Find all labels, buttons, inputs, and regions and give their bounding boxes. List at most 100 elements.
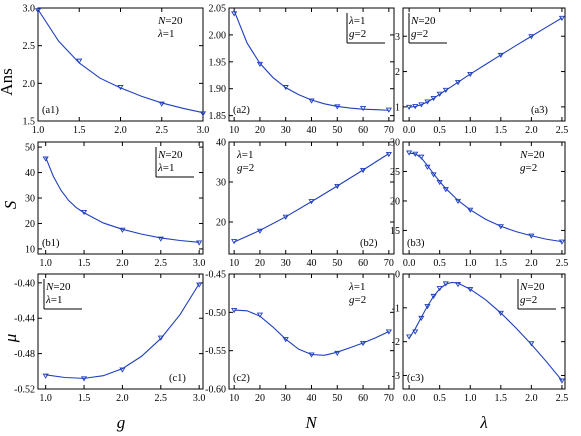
x-tick-label: 2.5: [556, 258, 569, 269]
data-point: [158, 101, 165, 107]
legend-value: =20: [165, 15, 183, 27]
data-point: [196, 240, 203, 246]
legend-symbol: N: [45, 281, 54, 293]
legend-symbol: N: [157, 15, 166, 27]
y-tick-label: 10: [25, 244, 35, 255]
data-point: [334, 183, 341, 190]
data-point: [454, 282, 462, 288]
data-point: [117, 85, 124, 91]
x-tick-label: 60: [358, 393, 368, 404]
legend-entry: N=20: [519, 281, 545, 293]
data-point: [282, 85, 289, 91]
legend-entry: λ=1: [348, 15, 365, 27]
legend-value: =20: [527, 281, 545, 293]
y-tick-label: 40: [216, 138, 226, 149]
data-point: [467, 287, 474, 293]
plot-frame: [402, 273, 566, 390]
panel-label: (b1): [42, 238, 60, 249]
data-point: [385, 151, 392, 158]
x-tick-label: 3.0: [193, 258, 206, 269]
y-tick-label: 3: [395, 32, 400, 43]
y-tick-label: -2: [392, 337, 400, 348]
panel-a3: 0.0 0.5 1.0 1.5 2.0 2.5 1 2 3 (a3) N=20g=2: [395, 7, 568, 136]
y-tick-label: -1: [392, 303, 400, 314]
legend-entry: λ=1: [236, 149, 253, 161]
legend-symbol: g: [411, 28, 417, 40]
data-point: [308, 199, 315, 205]
data-point: [436, 286, 443, 292]
y-tick-label: 20: [390, 196, 400, 207]
y-tick-label: -0.44: [14, 314, 35, 325]
data-point: [406, 334, 413, 340]
legend-entry: λ=1: [348, 281, 365, 293]
x-tick-label: 0.5: [433, 258, 446, 269]
y-tick-label: -0.50: [205, 308, 226, 319]
x-tick-label: 2.0: [525, 125, 538, 136]
panel-b2: 10 20 30 40 50 60 70 20 30 40 (b2) λ=1g=2: [216, 138, 395, 269]
data-point: [231, 11, 238, 17]
data-point: [282, 214, 289, 220]
y-tick-label: -0.45: [205, 270, 226, 281]
data-point: [430, 293, 437, 300]
legend-symbol: N: [519, 149, 528, 161]
data-point: [308, 352, 315, 358]
data-point: [385, 107, 392, 113]
y-tick-label: 2: [395, 67, 400, 78]
y-tick-label: -0.40: [14, 278, 35, 289]
data-point: [42, 156, 49, 162]
y-tick-label: 15: [390, 226, 400, 237]
x-tick-label: 2.5: [155, 393, 168, 404]
x-tick-label: 0.0: [403, 258, 416, 269]
x-tick-label: 0.5: [433, 125, 446, 136]
x-tick-label: 1.0: [32, 125, 45, 136]
y-tick-label: 30: [25, 194, 35, 205]
legend-value: =20: [165, 149, 183, 161]
legend-entry: g=2: [349, 294, 366, 306]
data-point: [558, 15, 566, 21]
data-point: [497, 224, 504, 230]
data-point: [359, 167, 367, 174]
y-tick-label: 1.85: [209, 111, 227, 122]
x-tick-label: 0.0: [403, 393, 416, 404]
plot-frame: [37, 273, 204, 390]
row-label-ans: Ans: [0, 68, 16, 95]
data-point: [80, 376, 88, 382]
y-tick-label: 20: [25, 219, 35, 230]
data-point: [467, 71, 474, 78]
y-tick-label: -3: [392, 371, 400, 382]
legend-symbol: λ: [45, 294, 51, 306]
data-point: [424, 99, 431, 105]
fit-curve: [409, 152, 563, 243]
legend-value: =2: [526, 162, 538, 174]
legend-symbol: λ: [236, 149, 242, 161]
x-tick-label: 2.0: [525, 393, 538, 404]
x-tick-label: 10: [229, 393, 239, 404]
fit-curve: [37, 9, 204, 114]
x-tick-label: 60: [358, 125, 368, 136]
data-point: [119, 367, 126, 373]
col-label-n: N: [304, 413, 318, 432]
legend-symbol: λ: [348, 281, 354, 293]
data-point: [454, 80, 462, 86]
data-point: [558, 239, 566, 245]
data-point: [436, 180, 443, 186]
row-label-s: S: [1, 200, 20, 209]
x-tick-label: 70: [384, 125, 394, 136]
data-point: [528, 341, 535, 347]
panel-c1: 1.0 1.5 2.0 2.5 3.0 -0.52 -0.48 -0.44 -0.40 (c1) N…: [14, 273, 205, 404]
x-tick-label: 1.5: [495, 125, 508, 136]
x-tick-label: 3.0: [197, 125, 210, 136]
y-tick-label: 40: [25, 168, 35, 179]
data-point: [418, 102, 425, 108]
y-tick-label: -0.48: [14, 349, 35, 360]
data-point: [80, 209, 88, 216]
x-tick-label: 2.5: [156, 125, 169, 136]
legend-value: =2: [417, 28, 429, 40]
x-tick-label: 30: [281, 125, 291, 136]
legend-value: =1: [354, 281, 366, 293]
data-point: [558, 378, 566, 384]
panel-a2: 10 20 30 40 50 60 70 1.85 1.90 1.95 2.00 2.05 (a2) λ=…: [209, 4, 395, 136]
panel-a1: 1.0 1.5 2.0 2.5 3.01.52.02.53.0(a1)N=20λ=1: [23, 4, 210, 137]
panel-c2: 10 20 30 40 50 60 70 -0.60 -0.55 -0.50 -0.45 (c2) λ=…: [205, 270, 395, 404]
y-tick-label: 2.5: [23, 41, 36, 52]
